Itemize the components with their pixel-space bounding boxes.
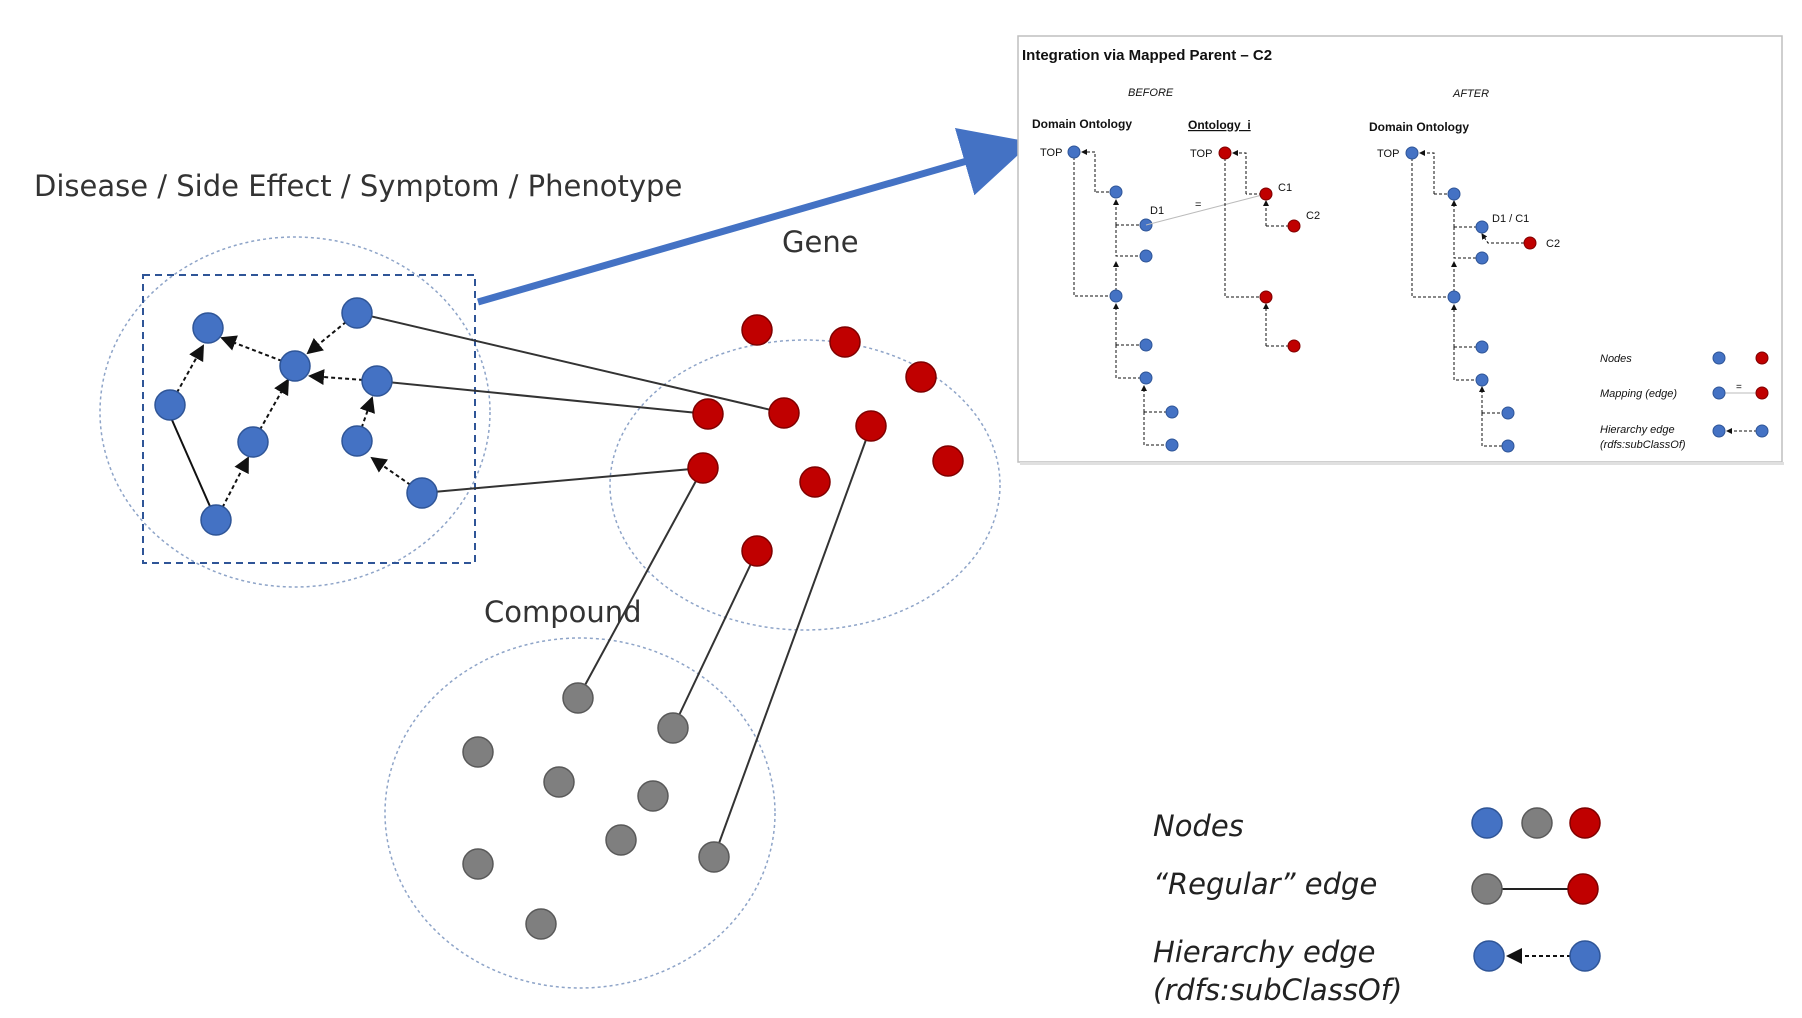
- gene-cluster-circle: [609, 339, 1001, 631]
- inset-legend-hierarchy-label: Hierarchy edge: [1600, 424, 1675, 436]
- inset-top-label-ontology-i: TOP: [1190, 148, 1212, 160]
- inset-before-label: BEFORE: [1128, 87, 1174, 99]
- regular-edge: [376, 380, 709, 415]
- node-grey: [525, 908, 557, 940]
- inset-legend-hierarchy-label-2: (rdfs:subClassOf): [1600, 439, 1686, 451]
- legend-regular-edge-red: [1567, 873, 1599, 905]
- node-red: [829, 326, 861, 358]
- inset-legend-nodes-label: Nodes: [1600, 353, 1632, 365]
- node-red: [855, 410, 887, 442]
- node-grey: [462, 848, 494, 880]
- node-red: [692, 398, 724, 430]
- node-blue: [361, 365, 393, 397]
- hierarchy-edge: [169, 344, 204, 406]
- inset-after-c2-node: [1523, 236, 1537, 250]
- inset-legend-mapping-equals: =: [1736, 382, 1742, 393]
- legend-hierarchy-edge-blue-1: [1473, 940, 1505, 972]
- node-blue: [341, 297, 373, 329]
- inset-after-label: AFTER: [1452, 88, 1489, 100]
- node-blue: [341, 425, 373, 457]
- compound-cluster-label: Compound: [484, 595, 642, 629]
- regular-edge: [577, 467, 704, 699]
- inset-d1-label: D1: [1150, 205, 1164, 217]
- inset-panel: Integration via Mapped Parent – C2 BEFOR…: [1017, 35, 1784, 465]
- regular-edges: [356, 312, 872, 858]
- node-grey: [543, 766, 575, 798]
- inset-d1-c1-label: D1 / C1: [1492, 213, 1529, 225]
- node-blue: [406, 477, 438, 509]
- legend-nodes-label: Nodes: [1153, 809, 1244, 843]
- main-legend: Nodes “Regular” edge Hierarchy edge (rdf…: [1153, 807, 1601, 1007]
- inset-ontology-i-nodes: [1218, 146, 1301, 353]
- node-red: [741, 314, 773, 346]
- legend-node-blue: [1471, 807, 1503, 839]
- node-grey: [698, 841, 730, 873]
- node-grey: [562, 682, 594, 714]
- disease-cluster-label: Disease / Side Effect / Symptom / Phenot…: [34, 169, 682, 203]
- inset-top-label-before: TOP: [1040, 147, 1062, 159]
- node-blue: [154, 389, 186, 421]
- disease-nodes: [154, 297, 438, 536]
- inset-ontology-i-label: Ontology_i: [1188, 118, 1251, 132]
- node-red: [741, 535, 773, 567]
- inset-title: Integration via Mapped Parent – C2: [1022, 47, 1272, 64]
- node-red: [799, 466, 831, 498]
- gene-nodes: [687, 314, 964, 567]
- compound-cluster-circle: [384, 637, 776, 989]
- legend-node-grey: [1521, 807, 1553, 839]
- node-red: [905, 361, 937, 393]
- node-blue: [237, 426, 269, 458]
- hierarchy-edges: [169, 312, 423, 521]
- hierarchy-edge: [171, 419, 217, 521]
- node-grey: [657, 712, 689, 744]
- regular-edge: [672, 550, 758, 729]
- node-blue: [200, 504, 232, 536]
- hierarchy-edge: [252, 378, 289, 443]
- node-grey: [462, 736, 494, 768]
- inset-legend-mapping-label: Mapping (edge): [1600, 388, 1677, 400]
- gene-cluster-label: Gene: [782, 225, 859, 259]
- regular-edge: [713, 425, 872, 858]
- node-grey: [605, 824, 637, 856]
- regular-edge: [356, 312, 785, 414]
- node-red: [932, 445, 964, 477]
- hierarchy-edge: [215, 456, 249, 521]
- inset-ontology-i-tree: [1224, 150, 1290, 347]
- legend-hierarchy-edge-label: Hierarchy edge: [1153, 935, 1376, 969]
- node-red: [768, 397, 800, 429]
- inset-before-domain-nodes: [1067, 145, 1179, 452]
- inset-domain-ontology-after-label: Domain Ontology: [1369, 120, 1469, 134]
- legend-regular-edge-label: “Regular” edge: [1153, 867, 1377, 901]
- selection-box: [142, 274, 476, 564]
- legend-node-red: [1569, 807, 1601, 839]
- inset-top-label-after: TOP: [1377, 148, 1399, 160]
- legend-hierarchy-edge-blue-2: [1569, 940, 1601, 972]
- node-blue: [192, 312, 224, 344]
- node-blue: [279, 350, 311, 382]
- inset-equals-label: =: [1195, 199, 1201, 211]
- hierarchy-edge: [220, 335, 296, 367]
- zoom-arrow: [477, 128, 1032, 306]
- regular-edge: [421, 467, 704, 494]
- inset-domain-ontology-label: Domain Ontology: [1032, 117, 1132, 131]
- disease-cluster-circle: [99, 236, 491, 588]
- inset-c2-after-label: C2: [1546, 238, 1560, 250]
- node-grey: [637, 780, 669, 812]
- legend-hierarchy-edge-label-2: (rdfs:subClassOf): [1153, 973, 1402, 1007]
- inset-c1-label: C1: [1278, 182, 1292, 194]
- legend-regular-edge-grey: [1471, 873, 1503, 905]
- inset-after-blue-nodes: [1405, 146, 1515, 453]
- inset-mapping-edge: [1145, 193, 1267, 226]
- node-red: [687, 452, 719, 484]
- compound-nodes: [462, 682, 730, 940]
- inset-after-tree: [1411, 150, 1524, 447]
- inset-c2-label: C2: [1306, 210, 1320, 222]
